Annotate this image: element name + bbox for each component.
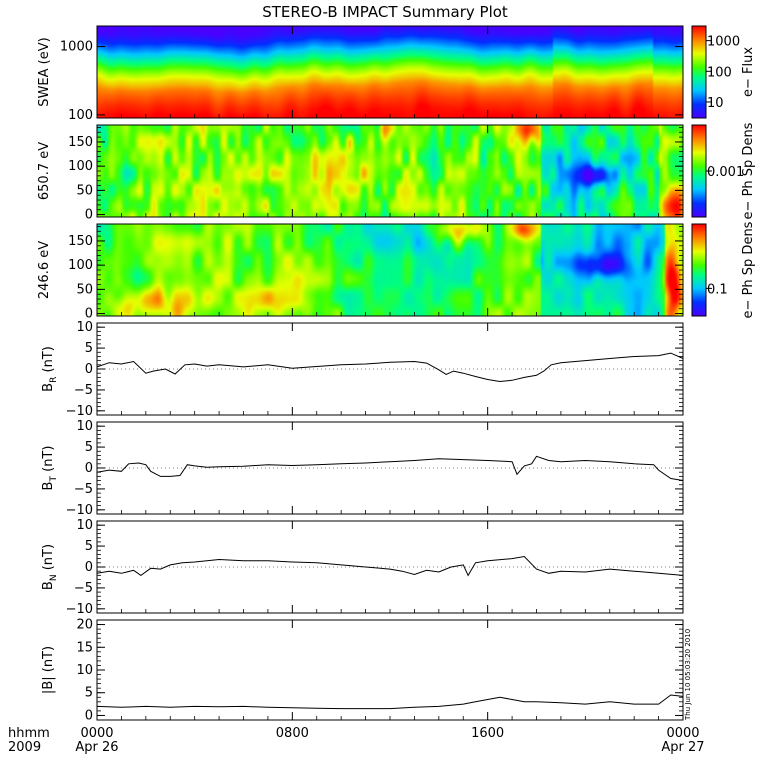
y-tick-label: 5 — [85, 341, 93, 356]
pitch-246-colorbar — [691, 223, 707, 317]
x-tick-label: 0800 — [276, 726, 309, 741]
y-tick-label: −10 — [66, 602, 93, 617]
y-tick-label: −10 — [66, 503, 93, 518]
y-tick-label: 100 — [68, 258, 93, 273]
bmag-series-line — [96, 694, 684, 710]
swea-colorbar — [691, 25, 707, 119]
pitch-650-colorbar-label: e− Ph Sp Dens — [741, 122, 756, 219]
y-tick-label: 150 — [68, 135, 93, 150]
y-tick-label: −10 — [66, 404, 93, 419]
y-tick-label: 150 — [68, 234, 93, 249]
swea-heatmap — [97, 26, 683, 118]
pitch-650-colorbar — [691, 124, 707, 218]
bn-y-label-main: B — [41, 581, 56, 590]
x-tick-label: 1600 — [471, 726, 504, 741]
y-tick-label: 5 — [85, 539, 93, 554]
y-tick-label: 10 — [76, 320, 93, 335]
bt-y-ticks: −10 −5 0 5 10 — [66, 419, 683, 518]
swea-y-label: SWEA (eV) — [37, 37, 52, 106]
y-tick-label: 0 — [85, 461, 93, 476]
bn-y-label-unit: (nT) — [41, 544, 56, 574]
swea-y-ticks: 100 1000 — [60, 40, 683, 123]
y-tick-label: 0 — [85, 708, 93, 723]
swea-colorbar-ticks: 10 100 1000 — [706, 35, 740, 111]
pitch-246-colorbar-ticks: 0.1 — [706, 282, 728, 297]
br-frame — [96, 322, 684, 416]
panel-bmag: 0 5 10 15 20 |B| (nT) Thu Jun 10 05:03:20 20… — [41, 618, 692, 724]
bt-y-label-sub: T — [49, 476, 59, 483]
panel-650-ev: 0 50 100 150 650.7 eV 0.001 e− Ph Sp Dens — [37, 122, 756, 222]
bmag-frame — [96, 619, 684, 721]
pitch-650-y-ticks: 0 50 100 150 — [68, 127, 683, 223]
y-tick-label: 10 — [76, 518, 93, 533]
x-tick-date: Apr 27 — [661, 740, 704, 755]
x-axis-row-label: hhmm — [8, 726, 50, 741]
swea-colorbar-label: e− Flux — [741, 47, 756, 97]
panel-246-ev: 0 50 100 150 246.6 eV 0.1 e− Ph Sp Dens — [37, 221, 756, 321]
y-tick-label: 20 — [76, 618, 93, 633]
br-y-ticks: −10 −5 0 5 10 — [66, 320, 683, 419]
y-tick-label: 0 — [85, 208, 93, 223]
x-tick-date: Apr 26 — [75, 740, 118, 755]
y-tick-label: 15 — [76, 640, 93, 655]
x-axis-year-label: 2009 — [8, 740, 41, 755]
bn-frame — [96, 520, 684, 614]
panel-bn: −10 −5 0 5 10 BN (nT) — [41, 518, 684, 617]
colorbar-tick-label: 0.1 — [707, 282, 728, 297]
panel-bt: −10 −5 0 5 10 BT (nT) — [41, 419, 684, 518]
pitch-650-y-label: 650.7 eV — [37, 142, 52, 200]
br-y-label-main: B — [41, 383, 56, 392]
bt-y-label: BT (nT) — [41, 446, 59, 491]
br-series-line — [96, 352, 684, 383]
y-tick-label: 5 — [85, 686, 93, 701]
bt-y-label-unit: (nT) — [41, 446, 56, 476]
y-tick-label: 0 — [85, 307, 93, 322]
panel-br: −10 −5 0 5 10 BR (nT) — [41, 320, 684, 419]
br-y-label: BR (nT) — [41, 346, 59, 392]
colorbar-tick-label: 100 — [707, 65, 732, 80]
y-tick-label: 50 — [76, 282, 93, 297]
y-tick-label: 100 — [68, 108, 93, 123]
bmag-y-label: |B| (nT) — [41, 646, 56, 694]
panel-swea: 100 1000 SWEA (eV) 10 100 1000 e− Flux — [37, 25, 756, 123]
bn-y-label-sub: N — [49, 574, 59, 581]
y-tick-label: 100 — [68, 159, 93, 174]
timestamp-stamp: Thu Jun 10 05:03:20 2010 — [684, 629, 692, 721]
pitch-246-y-ticks: 0 50 100 150 — [68, 226, 683, 322]
br-y-label-unit: (nT) — [41, 346, 56, 376]
x-tick-label: 0000 — [666, 726, 699, 741]
y-tick-label: 5 — [85, 440, 93, 455]
pitch-650-heatmap — [97, 125, 683, 217]
y-tick-label: −5 — [74, 383, 93, 398]
bn-series-line — [96, 555, 684, 577]
colorbar-tick-label: 1000 — [707, 35, 740, 50]
y-tick-label: 0 — [85, 560, 93, 575]
y-tick-label: 0 — [85, 362, 93, 377]
y-tick-label: 10 — [76, 419, 93, 434]
y-tick-label: −5 — [74, 581, 93, 596]
bt-series-line — [96, 455, 684, 481]
pitch-246-heatmap — [97, 224, 683, 316]
colorbar-tick-label: 0.001 — [707, 165, 744, 180]
y-tick-label: 10 — [76, 663, 93, 678]
y-tick-label: 50 — [76, 183, 93, 198]
pitch-650-colorbar-ticks: 0.001 — [706, 165, 744, 180]
bn-y-label: BN (nT) — [41, 544, 59, 590]
bt-y-label-main: B — [41, 482, 56, 491]
pitch-246-colorbar-label: e− Ph Sp Dens — [741, 221, 756, 318]
y-tick-label: −5 — [74, 482, 93, 497]
x-tick-label: 0000 — [80, 726, 113, 741]
y-tick-label: 1000 — [60, 40, 93, 55]
pitch-246-y-label: 246.6 eV — [37, 241, 52, 299]
chart-title: STEREO-B IMPACT Summary Plot — [262, 3, 508, 21]
bmag-y-ticks: 0 5 10 15 20 — [76, 618, 683, 723]
colorbar-tick-label: 10 — [707, 96, 724, 111]
br-y-label-sub: R — [49, 377, 59, 383]
bn-y-ticks: −10 −5 0 5 10 — [66, 518, 683, 617]
